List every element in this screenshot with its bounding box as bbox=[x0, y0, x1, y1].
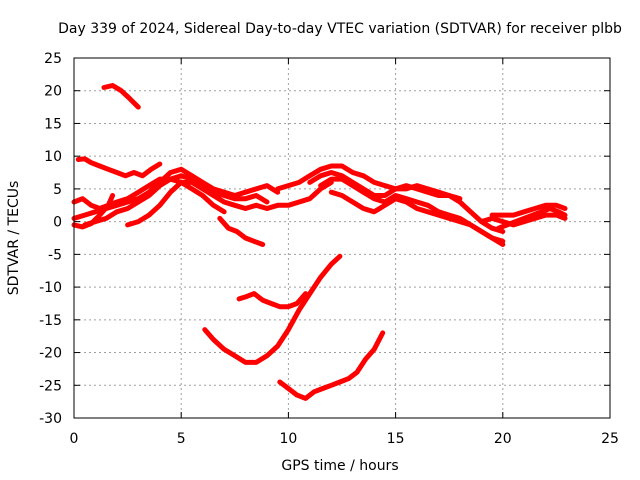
series-line-arc-5 bbox=[82, 173, 270, 228]
y-tick-label: 20 bbox=[44, 84, 62, 100]
x-tick-label: 15 bbox=[387, 431, 405, 447]
series-line-arc-15 bbox=[328, 189, 506, 247]
series-line-arc-1 bbox=[101, 83, 141, 110]
plot-frame bbox=[73, 57, 611, 419]
series-line-arc-14 bbox=[307, 170, 463, 202]
y-tick-label: -10 bbox=[39, 280, 62, 296]
series-line-arc-7 bbox=[125, 179, 334, 228]
x-tick-label: 0 bbox=[70, 431, 79, 447]
y-tick-label: 15 bbox=[44, 116, 62, 132]
series-line-arc-8 bbox=[217, 215, 266, 247]
series-line-arc-10 bbox=[202, 253, 343, 365]
data-series bbox=[71, 83, 568, 401]
y-tick-labels: -30 -25 -20 -15 -10 -5 0 5 10 15 20 25 bbox=[39, 51, 62, 427]
y-tick-label: -5 bbox=[48, 247, 62, 263]
y-tick-label: -25 bbox=[39, 378, 62, 394]
series-line-arc-11 bbox=[277, 330, 386, 401]
y-tick-label: 5 bbox=[53, 182, 62, 198]
y-tick-label: 0 bbox=[53, 215, 62, 231]
axis-ticks bbox=[73, 57, 611, 419]
x-tick-labels: 0 5 10 15 20 25 bbox=[70, 431, 619, 447]
y-tick-label: 25 bbox=[44, 51, 62, 67]
series-line-arc-2 bbox=[75, 156, 163, 179]
x-tick-label: 20 bbox=[494, 431, 512, 447]
x-tick-label: 25 bbox=[601, 431, 619, 447]
series-line-arc-12 bbox=[275, 163, 506, 234]
y-tick-label: -15 bbox=[39, 313, 62, 329]
series-line-arc-6 bbox=[71, 176, 227, 215]
y-tick-label: -20 bbox=[39, 346, 62, 362]
y-tick-label: -30 bbox=[39, 411, 62, 427]
y-axis-label: SDTVAR / TECUs bbox=[6, 181, 22, 296]
series-line-arc-16 bbox=[489, 202, 568, 218]
series-line-arc-18 bbox=[478, 212, 568, 228]
series-line-arc-9 bbox=[236, 291, 309, 310]
y-tick-label: 10 bbox=[44, 149, 62, 165]
chart-title: Day 339 of 2024, Sidereal Day-to-day VTE… bbox=[58, 21, 622, 37]
x-axis-label: GPS time / hours bbox=[281, 458, 398, 474]
grid-lines bbox=[74, 58, 610, 418]
x-tick-label: 10 bbox=[279, 431, 297, 447]
x-tick-label: 5 bbox=[177, 431, 186, 447]
